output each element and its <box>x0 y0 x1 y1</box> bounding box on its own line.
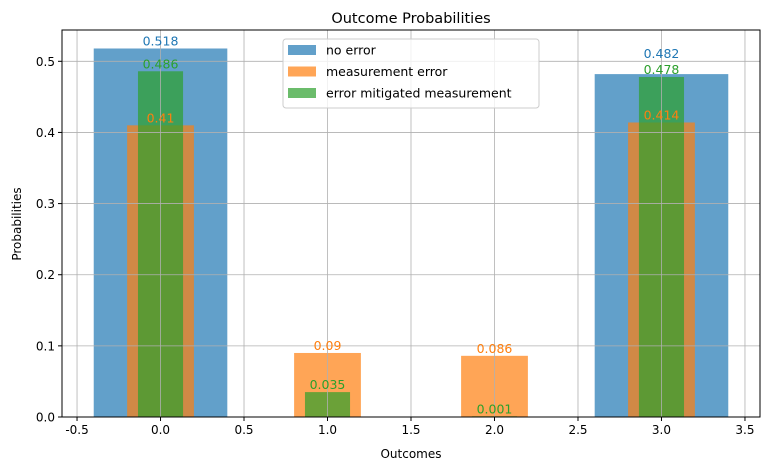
bar-value-label: 0.518 <box>143 33 179 48</box>
y-tick-label: 0.4 <box>36 126 55 140</box>
x-tick-label: 1.5 <box>401 423 420 437</box>
bar-value-label: 0.482 <box>644 46 680 61</box>
legend-label: error mitigated measurement <box>326 86 512 101</box>
plot-frame <box>61 29 761 418</box>
x-tick-label: 2.0 <box>485 423 504 437</box>
bar-value-label: 0.001 <box>477 401 513 416</box>
x-tick-label: 1.0 <box>318 423 337 437</box>
bar-value-label: 0.086 <box>477 341 513 356</box>
x-tick-label: 0.0 <box>151 423 170 437</box>
legend-label: no error <box>326 43 377 58</box>
y-tick-label: 0.1 <box>36 339 55 353</box>
y-tick-label: 0.0 <box>36 411 55 425</box>
bar-labels-layer: 0.518 0.482 0.41 0.09 0.086 0.414 0.486 0.035 0.… <box>143 33 680 416</box>
bar-value-label: 0.09 <box>314 338 342 353</box>
y-tick-label: 0.3 <box>36 197 55 211</box>
x-axis-label: Outcomes <box>380 447 441 461</box>
x-tick-label: 3.0 <box>652 423 671 437</box>
x-tick-label: -0.5 <box>65 423 88 437</box>
bar-value-label: 0.478 <box>644 62 680 77</box>
chart-title: Outcome Probabilities <box>331 11 490 27</box>
legend-box <box>282 38 540 109</box>
bar-value-label: 0.486 <box>143 56 179 71</box>
legend-swatch <box>288 66 316 77</box>
legend: no error measurement error error mitigated… <box>282 38 540 109</box>
legend-label: measurement error <box>326 64 448 79</box>
x-tick-label: 0.5 <box>234 423 253 437</box>
y-axis-label: Probabilities <box>10 187 24 260</box>
legend-swatch <box>288 88 316 98</box>
legend-swatch <box>288 45 316 55</box>
y-tick-label: 0.2 <box>36 268 55 282</box>
x-tick-label: 3.5 <box>735 423 754 437</box>
bar-value-label: 0.41 <box>147 110 175 125</box>
x-tick-label: 2.5 <box>568 423 587 437</box>
bar-value-label: 0.414 <box>644 107 680 122</box>
bar-value-label: 0.035 <box>310 377 346 392</box>
y-tick-label: 0.5 <box>36 55 55 69</box>
ticks-layer: -0.5 0.0 0.5 1.0 1.5 2.0 2.5 3.0 3.5 0.0 0.1 0.2 0.3… <box>36 55 755 437</box>
